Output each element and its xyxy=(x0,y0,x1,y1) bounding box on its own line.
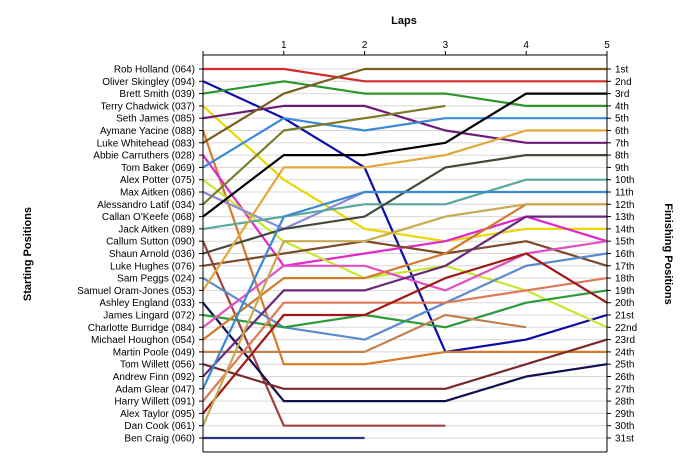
finish-position-label: 11th xyxy=(615,188,634,199)
finish-position-label: 16th xyxy=(615,249,634,260)
driver-label: Martin Poole (049) xyxy=(113,347,195,358)
series-line xyxy=(202,67,607,144)
finish-position-label: 15th xyxy=(615,237,634,248)
finish-position-label: 9th xyxy=(615,163,629,174)
series-line xyxy=(202,289,608,329)
series-line xyxy=(202,117,607,169)
finish-position-label: 13th xyxy=(615,212,634,223)
finish-position-label: 31st xyxy=(615,434,634,445)
axes xyxy=(199,51,611,453)
driver-label: Tom Baker (069) xyxy=(121,163,195,174)
series-line xyxy=(202,129,607,292)
driver-label: Harry Willett (091) xyxy=(114,397,195,408)
driver-label: Luke Whitehead (083) xyxy=(97,138,195,149)
driver-label: Michael Houghon (054) xyxy=(91,335,195,346)
finish-position-label: 28th xyxy=(615,397,634,408)
driver-label: Callan O'Keefe (068) xyxy=(102,212,195,223)
series-line xyxy=(202,92,607,218)
finish-position-label: 22nd xyxy=(615,323,637,334)
series-line xyxy=(202,104,607,144)
driver-label: Oliver Skingley (094) xyxy=(102,77,195,88)
driver-label: Tom Willett (056) xyxy=(120,360,195,371)
lap-tick-label: 1 xyxy=(281,40,287,51)
lap-tick-labels: 1 2 3 4 5 xyxy=(281,40,610,51)
finish-position-label: 21st xyxy=(615,311,634,322)
series-line xyxy=(202,80,607,108)
finish-position-label: 18th xyxy=(615,274,634,285)
x-axis-title: Laps xyxy=(391,15,417,27)
series-line xyxy=(202,178,607,230)
series-line xyxy=(202,190,607,390)
driver-label: Shaun Arnold (036) xyxy=(109,249,195,260)
driver-label: Abbie Carruthers (028) xyxy=(93,151,195,162)
finish-position-label: 14th xyxy=(615,224,634,235)
driver-label: Luke Hughes (076) xyxy=(110,261,195,272)
series-line xyxy=(202,240,608,267)
finish-position-label: 17th xyxy=(615,261,634,272)
finish-position-label: 1st xyxy=(615,65,629,76)
finish-position-label: 19th xyxy=(615,286,634,297)
driver-label: Max Aitken (086) xyxy=(120,188,195,199)
series-line xyxy=(203,313,527,353)
series-line xyxy=(201,203,607,427)
driver-label: Brett Smith (039) xyxy=(119,89,195,100)
series-line xyxy=(203,67,607,83)
finish-position-label: 29th xyxy=(615,409,634,420)
y-left-axis-title: Starting Positions xyxy=(22,207,34,301)
driver-label: Andrew Finn (092) xyxy=(113,372,195,383)
driver-label: Aymane Yacine (088) xyxy=(100,126,195,137)
series-line xyxy=(202,178,608,329)
driver-label: Sam Peggs (024) xyxy=(117,274,195,285)
finish-position-label: 4th xyxy=(615,101,629,112)
lap-tick-label: 4 xyxy=(523,40,529,51)
driver-label: Rob Holland (064) xyxy=(114,65,195,76)
driver-label: Seth James (085) xyxy=(116,114,195,125)
driver-label: Dan Cook (061) xyxy=(124,421,195,432)
driver-label: Ben Craig (060) xyxy=(124,434,195,445)
lap-tick-label: 3 xyxy=(443,40,449,51)
finish-position-label: 30th xyxy=(615,421,634,432)
finish-position-label: 23rd xyxy=(615,335,635,346)
series-line xyxy=(202,104,446,206)
finish-position-label: 24th xyxy=(615,347,634,358)
driver-label: James Lingard (072) xyxy=(103,311,195,322)
driver-label: Alex Potter (075) xyxy=(120,175,195,186)
lap-tick-label: 2 xyxy=(362,40,368,51)
driver-label: Callum Sutton (090) xyxy=(106,237,195,248)
finish-position-label: 2nd xyxy=(615,77,632,88)
finish-position-label: 10th xyxy=(615,175,634,186)
driver-label: Jack Aitken (089) xyxy=(118,224,195,235)
y-right-axis-title: Finishing Positions xyxy=(662,203,674,304)
driver-label: Ashley England (033) xyxy=(99,298,195,309)
finish-position-label: 12th xyxy=(615,200,634,211)
series-line xyxy=(202,105,607,243)
driver-label: Terry Chadwick (037) xyxy=(101,101,195,112)
lap-tick-label: 5 xyxy=(604,40,610,51)
series-line xyxy=(202,80,608,353)
driver-label: Alessandro Latif (034) xyxy=(97,200,195,211)
series-line xyxy=(202,338,608,390)
finish-position-label: 27th xyxy=(615,384,634,395)
finish-position-label: 6th xyxy=(615,126,629,137)
driver-label: Alex Taylor (095) xyxy=(120,409,195,420)
finish-position-label: 7th xyxy=(615,138,629,149)
driver-label: Charlotte Burridge (084) xyxy=(88,323,195,334)
finish-position-label: 20th xyxy=(615,298,634,309)
finishing-position-labels: 1st2nd3rd4th5th6th7th8th9th10th11th12th1… xyxy=(615,65,637,445)
driver-label: Samuel Oram-Jones (053) xyxy=(77,286,195,297)
finish-position-label: 8th xyxy=(615,151,629,162)
series-line xyxy=(202,252,608,415)
series-lines xyxy=(201,67,608,440)
finish-position-label: 26th xyxy=(615,372,634,383)
finish-position-label: 5th xyxy=(615,114,629,125)
starting-position-labels: Rob Holland (064)Oliver Skingley (094)Br… xyxy=(77,65,195,445)
series-line xyxy=(202,277,608,402)
finish-position-label: 3rd xyxy=(615,89,629,100)
series-line xyxy=(202,215,607,378)
driver-label: Adam Glear (047) xyxy=(116,384,195,395)
finish-position-label: 25th xyxy=(615,360,634,371)
